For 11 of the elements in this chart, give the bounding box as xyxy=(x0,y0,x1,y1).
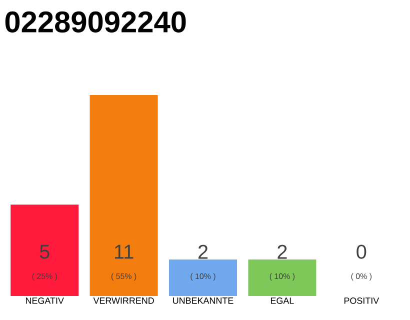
x-tick-label: UNBEKANNTE xyxy=(173,298,234,304)
x-tick-label: EGAL xyxy=(270,298,294,304)
data-label: 5 xyxy=(40,244,50,259)
x-tick-label: VERWIRREND xyxy=(93,298,154,304)
data-label: 0 xyxy=(356,244,366,259)
data-label: 11 xyxy=(114,244,134,259)
data-label: 2 xyxy=(278,244,287,259)
chart-title: 02289092240 xyxy=(5,11,186,33)
data-label: 2 xyxy=(198,244,208,259)
x-tick-label: POSITIV xyxy=(344,298,380,304)
x-tick-label: NEGATIV xyxy=(26,298,64,304)
